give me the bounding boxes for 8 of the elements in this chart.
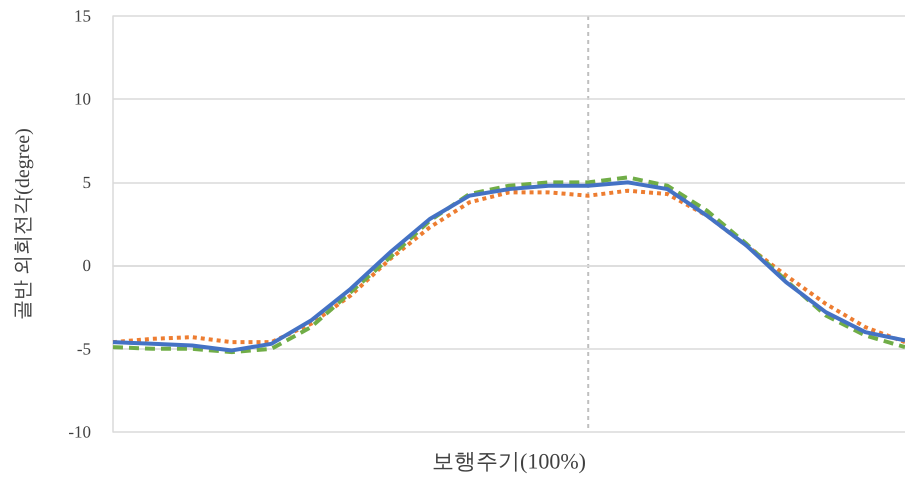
- x-axis-title: 보행주기(100%): [432, 448, 586, 474]
- y-tick-label: -10: [68, 422, 91, 442]
- y-axis-title: 골반 외회전각(degree): [12, 128, 34, 320]
- y-tick-label: 5: [82, 172, 91, 192]
- y-tick-label: -5: [76, 339, 91, 358]
- y-tick-label: 0: [82, 256, 91, 276]
- y-tick-label: 15: [74, 6, 91, 26]
- y-tick-label: 10: [74, 90, 91, 109]
